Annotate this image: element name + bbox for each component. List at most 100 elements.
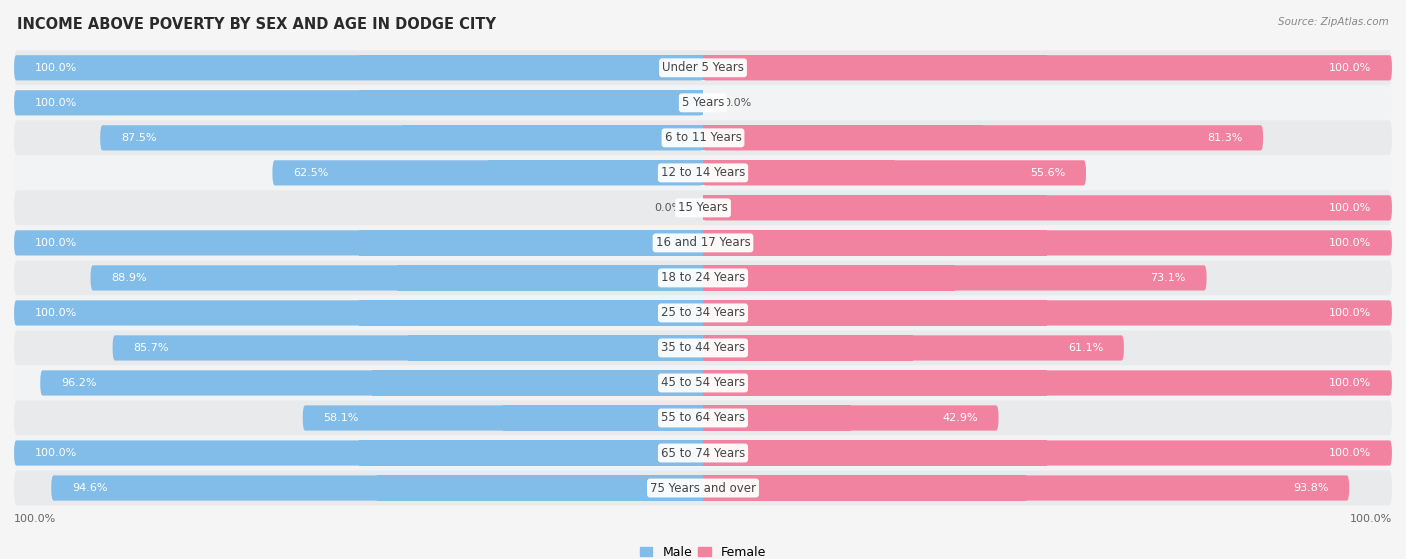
FancyBboxPatch shape <box>14 155 1392 191</box>
Bar <box>377 475 703 501</box>
FancyBboxPatch shape <box>14 330 1392 366</box>
FancyBboxPatch shape <box>14 225 1392 260</box>
FancyBboxPatch shape <box>14 230 703 255</box>
FancyBboxPatch shape <box>302 405 703 430</box>
FancyBboxPatch shape <box>703 300 1392 325</box>
Text: Under 5 Years: Under 5 Years <box>662 61 744 74</box>
Text: 96.2%: 96.2% <box>60 378 97 388</box>
Text: 16 and 17 Years: 16 and 17 Years <box>655 236 751 249</box>
Bar <box>703 55 1047 80</box>
Text: 58.1%: 58.1% <box>323 413 359 423</box>
FancyBboxPatch shape <box>273 160 703 186</box>
Bar <box>703 160 894 186</box>
Text: 100.0%: 100.0% <box>1329 238 1371 248</box>
Text: 100.0%: 100.0% <box>1329 63 1371 73</box>
Text: 100.0%: 100.0% <box>35 308 77 318</box>
Bar <box>703 335 914 361</box>
Text: 100.0%: 100.0% <box>1329 378 1371 388</box>
Text: INCOME ABOVE POVERTY BY SEX AND AGE IN DODGE CITY: INCOME ABOVE POVERTY BY SEX AND AGE IN D… <box>17 17 496 32</box>
Text: 65 to 74 Years: 65 to 74 Years <box>661 447 745 459</box>
FancyBboxPatch shape <box>703 475 1350 501</box>
FancyBboxPatch shape <box>703 55 1392 80</box>
FancyBboxPatch shape <box>41 371 703 396</box>
Text: 87.5%: 87.5% <box>121 133 156 143</box>
Text: 100.0%: 100.0% <box>35 448 77 458</box>
Bar <box>359 440 703 466</box>
FancyBboxPatch shape <box>14 471 1392 505</box>
FancyBboxPatch shape <box>703 195 1392 220</box>
Bar <box>703 475 1026 501</box>
Bar <box>703 266 955 291</box>
Text: 18 to 24 Years: 18 to 24 Years <box>661 272 745 285</box>
FancyBboxPatch shape <box>703 371 1392 396</box>
Legend: Male, Female: Male, Female <box>636 541 770 559</box>
Text: 94.6%: 94.6% <box>72 483 107 493</box>
Bar <box>359 300 703 325</box>
FancyBboxPatch shape <box>703 230 1392 255</box>
Bar <box>359 230 703 255</box>
FancyBboxPatch shape <box>100 125 703 150</box>
Bar <box>703 440 1047 466</box>
FancyBboxPatch shape <box>703 405 998 430</box>
FancyBboxPatch shape <box>14 300 703 325</box>
Text: 100.0%: 100.0% <box>1329 203 1371 213</box>
FancyBboxPatch shape <box>703 335 1123 361</box>
FancyBboxPatch shape <box>14 440 703 466</box>
Bar <box>359 55 703 80</box>
Text: 75 Years and over: 75 Years and over <box>650 481 756 495</box>
Text: 100.0%: 100.0% <box>1329 308 1371 318</box>
Text: 45 to 54 Years: 45 to 54 Years <box>661 376 745 390</box>
Text: 88.9%: 88.9% <box>111 273 146 283</box>
Text: 73.1%: 73.1% <box>1150 273 1185 283</box>
FancyBboxPatch shape <box>14 435 1392 471</box>
FancyBboxPatch shape <box>703 440 1392 466</box>
FancyBboxPatch shape <box>14 191 1392 225</box>
FancyBboxPatch shape <box>14 86 1392 120</box>
Text: 61.1%: 61.1% <box>1069 343 1104 353</box>
Text: 55.6%: 55.6% <box>1031 168 1066 178</box>
Text: 0.0%: 0.0% <box>654 203 682 213</box>
Bar <box>408 335 703 361</box>
Text: Source: ZipAtlas.com: Source: ZipAtlas.com <box>1278 17 1389 27</box>
Bar <box>703 195 1047 220</box>
Text: 100.0%: 100.0% <box>35 98 77 108</box>
Bar <box>703 230 1047 255</box>
FancyBboxPatch shape <box>14 90 703 116</box>
Text: 0.0%: 0.0% <box>724 98 752 108</box>
Text: 55 to 64 Years: 55 to 64 Years <box>661 411 745 424</box>
Text: 100.0%: 100.0% <box>14 514 56 524</box>
Bar <box>703 371 1047 396</box>
FancyBboxPatch shape <box>703 125 1263 150</box>
Text: 100.0%: 100.0% <box>1329 448 1371 458</box>
FancyBboxPatch shape <box>703 160 1085 186</box>
FancyBboxPatch shape <box>90 266 703 291</box>
Bar <box>359 90 703 116</box>
FancyBboxPatch shape <box>14 295 1392 330</box>
Text: 12 to 14 Years: 12 to 14 Years <box>661 167 745 179</box>
Bar <box>488 160 703 186</box>
FancyBboxPatch shape <box>14 120 1392 155</box>
FancyBboxPatch shape <box>703 266 1206 291</box>
Text: 100.0%: 100.0% <box>35 63 77 73</box>
Text: 93.8%: 93.8% <box>1294 483 1329 493</box>
FancyBboxPatch shape <box>112 335 703 361</box>
Text: 100.0%: 100.0% <box>35 238 77 248</box>
FancyBboxPatch shape <box>14 366 1392 400</box>
FancyBboxPatch shape <box>14 400 1392 435</box>
FancyBboxPatch shape <box>14 50 1392 86</box>
Bar <box>703 405 851 430</box>
Text: 100.0%: 100.0% <box>1350 514 1392 524</box>
Text: 25 to 34 Years: 25 to 34 Years <box>661 306 745 319</box>
Bar <box>703 300 1047 325</box>
FancyBboxPatch shape <box>14 260 1392 295</box>
Text: 42.9%: 42.9% <box>942 413 979 423</box>
Bar <box>402 125 703 150</box>
Text: 15 Years: 15 Years <box>678 201 728 215</box>
Text: 35 to 44 Years: 35 to 44 Years <box>661 342 745 354</box>
Bar <box>703 125 983 150</box>
Bar <box>396 266 703 291</box>
Text: 85.7%: 85.7% <box>134 343 169 353</box>
Text: 62.5%: 62.5% <box>292 168 329 178</box>
FancyBboxPatch shape <box>14 55 703 80</box>
Text: 81.3%: 81.3% <box>1208 133 1243 143</box>
